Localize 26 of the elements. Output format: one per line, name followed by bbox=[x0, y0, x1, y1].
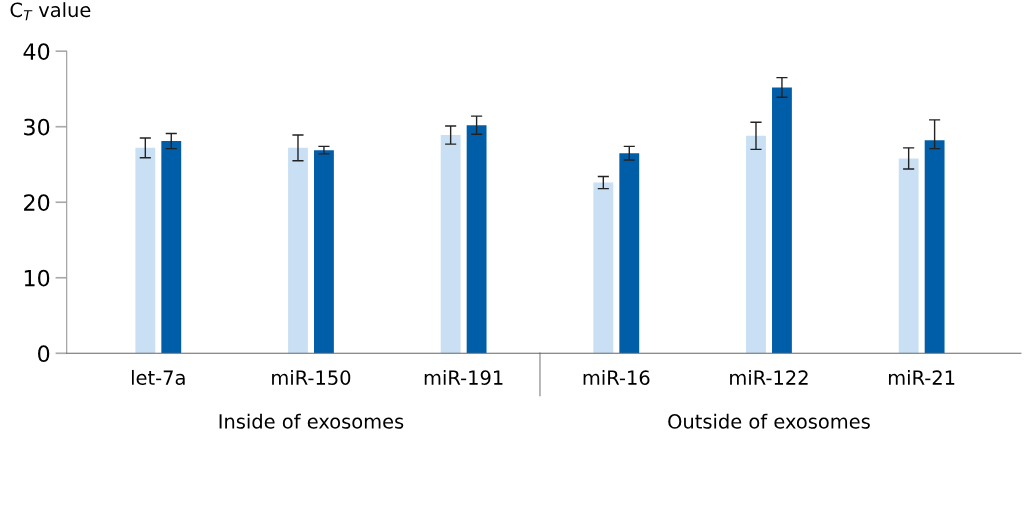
text: Outside of exosomes bbox=[668, 413, 870, 429]
y-tick-label: 20 bbox=[24, 194, 50, 211]
x-tick-label: miR-122 bbox=[730, 369, 808, 385]
bar bbox=[135, 147, 156, 354]
bar bbox=[161, 141, 182, 354]
bar bbox=[619, 153, 640, 354]
bar bbox=[466, 125, 487, 354]
y-tick-label: 40 bbox=[23, 43, 50, 60]
x-tick-label: let-7a bbox=[131, 369, 185, 385]
y-tick-label: 30 bbox=[24, 118, 50, 136]
bar bbox=[746, 135, 766, 354]
bar bbox=[772, 87, 792, 354]
y-tick-label: 0 bbox=[38, 345, 50, 363]
x-tick-label: miR-21 bbox=[888, 369, 955, 385]
bar bbox=[593, 182, 614, 354]
bar bbox=[924, 140, 945, 354]
bar bbox=[898, 158, 919, 354]
bar bbox=[288, 147, 308, 354]
x-tick-label: miR-191 bbox=[424, 369, 503, 385]
bar bbox=[440, 135, 461, 354]
bar bbox=[314, 150, 334, 354]
x-tick-label: miR-150 bbox=[272, 369, 351, 385]
x-tick-label: miR-16 bbox=[583, 369, 650, 385]
text: Inside of exosomes bbox=[219, 413, 404, 429]
y-tick-label: 10 bbox=[24, 269, 50, 287]
y-axis-title: C$_{T}$ value bbox=[10, 2, 91, 21]
